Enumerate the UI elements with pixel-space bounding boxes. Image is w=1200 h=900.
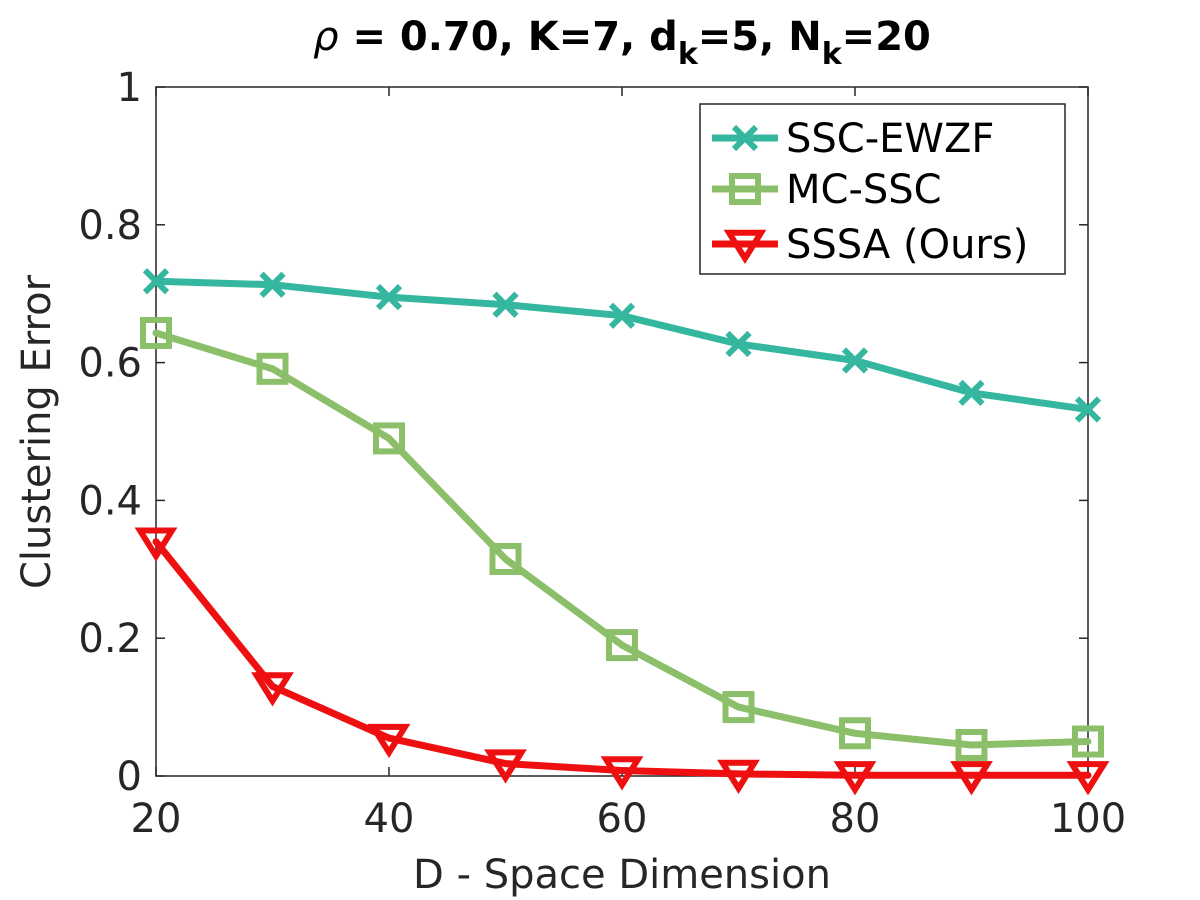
legend-item: MC-SSC <box>712 167 942 213</box>
legend-marker <box>731 124 759 152</box>
data-point-marker <box>251 672 294 707</box>
y-tick-label: 0.6 <box>78 341 142 387</box>
data-point-marker <box>373 422 405 455</box>
chart-title: ρ = 0.70, K=7, dk=5, Nk=20 <box>313 14 931 72</box>
data-point-marker <box>1066 761 1110 796</box>
series-line <box>152 538 1092 779</box>
series-mc-ssc <box>140 316 1104 761</box>
data-point-marker <box>839 717 871 750</box>
data-point-marker <box>489 542 522 575</box>
series-line <box>152 329 1092 749</box>
data-point-marker <box>833 761 877 796</box>
y-axis-label: Clustering Error <box>14 274 60 589</box>
title-sub-1: k <box>678 37 699 72</box>
x-tick-label: 40 <box>364 796 415 842</box>
series-sssa-ours <box>134 527 1110 796</box>
series-layer <box>134 268 1110 796</box>
legend-label: MC-SSC <box>786 167 942 213</box>
legend-label: SSSA (Ours) <box>786 222 1028 268</box>
data-point-marker <box>717 759 760 794</box>
data-point-marker <box>950 761 993 796</box>
legend-marker <box>723 229 767 265</box>
legend: SSC-EWZF MC-SSC SSSA (Ours) <box>699 103 1066 275</box>
x-tick-label: 20 <box>131 796 182 842</box>
title-part-3: =20 <box>842 14 931 60</box>
title-part-2: =5, N <box>698 14 822 60</box>
data-point-marker <box>1072 725 1104 758</box>
data-point-marker <box>608 302 636 329</box>
data-point-marker <box>134 527 178 562</box>
data-point-marker <box>841 347 869 374</box>
data-point-marker <box>140 316 172 349</box>
legend-item: SSC-EWZF <box>712 116 994 162</box>
y-tick-label: 0.8 <box>78 203 142 249</box>
data-point-marker <box>1074 396 1102 423</box>
x-axis: 20 40 60 80 100 <box>131 87 1126 842</box>
data-point-marker <box>958 379 985 407</box>
data-point-marker <box>259 271 286 298</box>
title-rho-symbol: ρ <box>313 14 338 60</box>
legend-marker <box>729 173 761 205</box>
x-axis-label: D - Space Dimension <box>413 852 831 898</box>
data-point-marker <box>955 728 988 761</box>
data-point-marker <box>256 352 289 385</box>
title-part-1: = 0.70, K=7, d <box>339 14 678 60</box>
x-tick-label: 100 <box>1050 796 1126 842</box>
series-ssc-ewzf <box>142 268 1102 423</box>
title-sub-2: k <box>822 37 843 72</box>
data-point-marker <box>600 756 644 791</box>
data-point-marker <box>606 629 638 662</box>
data-point-marker <box>484 749 527 784</box>
series-line <box>152 277 1092 413</box>
data-point-marker <box>492 291 519 318</box>
data-point-marker <box>375 284 403 311</box>
data-point-marker <box>722 691 755 724</box>
y-tick-label: 0.2 <box>78 616 142 662</box>
x-tick-label: 60 <box>597 796 648 842</box>
y-tick-label: 1 <box>117 65 142 111</box>
data-point-marker <box>142 268 170 295</box>
legend-label: SSC-EWZF <box>786 116 994 162</box>
legend-item: SSSA (Ours) <box>712 222 1028 268</box>
data-point-marker <box>725 330 752 358</box>
y-tick-label: 0.4 <box>78 478 142 524</box>
y-tick-label: 0 <box>117 754 142 800</box>
x-tick-label: 80 <box>830 796 881 842</box>
y-axis: 0 0.2 0.4 0.6 0.8 1 <box>78 65 1088 800</box>
data-point-marker <box>367 723 411 759</box>
